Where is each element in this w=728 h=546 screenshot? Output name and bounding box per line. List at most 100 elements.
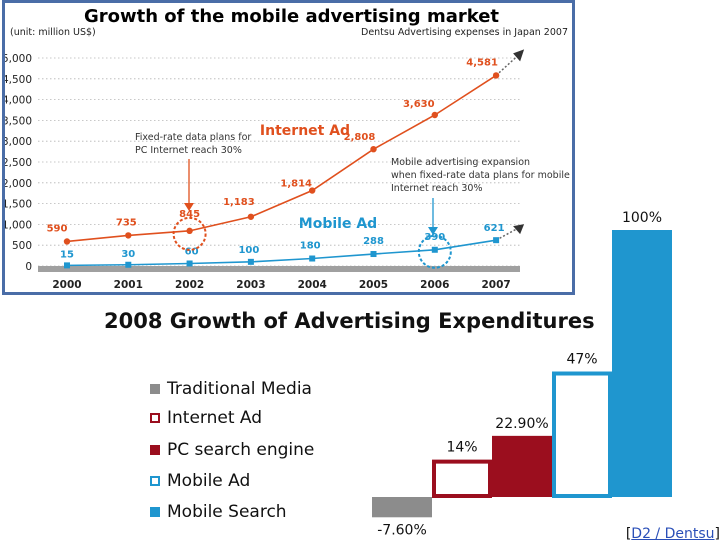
annotation-mobile-expansion: Mobile advertising expansion — [391, 157, 530, 168]
legend-label: Mobile Search — [167, 502, 287, 522]
legend-swatch — [150, 507, 160, 517]
x-tick-label: 2000 — [52, 279, 81, 291]
internet-ad-value-label: 845 — [179, 209, 200, 220]
bar-internet-ad — [432, 459, 492, 498]
internet-ad-value-label: 3,630 — [403, 99, 435, 110]
legend-swatch — [150, 384, 160, 394]
source-label: Dentsu Advertising expenses in Japan 200… — [361, 27, 568, 38]
credit-link[interactable]: D2 / Dentsu — [631, 526, 715, 542]
x-tick-label: 2001 — [114, 279, 143, 291]
x-tick-label: 2007 — [481, 279, 510, 291]
x-tick-label: 2005 — [359, 279, 388, 291]
legend-swatch — [150, 413, 160, 423]
internet-ad-point — [63, 238, 71, 245]
credit-bracket-open: [ — [625, 526, 632, 542]
internet-ad-value-label: 1,183 — [223, 197, 255, 208]
bar-chart-title: 2008 Growth of Advertising Expenditures — [104, 309, 595, 333]
internet-ad-series-name: Internet Ad — [260, 123, 350, 139]
legend-label: PC search engine — [167, 440, 315, 460]
x-tick-label: 2004 — [298, 279, 327, 291]
bar-value-label: 47% — [566, 352, 597, 368]
highlight-circle-2002 — [172, 216, 207, 251]
mobile-ad-value-label: 15 — [60, 249, 74, 260]
annotation-arrowhead — [184, 203, 194, 211]
bar-mobile-ad — [552, 371, 612, 499]
y-tick-label: 2,500 — [5, 157, 32, 169]
x-axis-band — [38, 266, 520, 272]
annotation-fixed-rate: PC Internet reach 30% — [135, 145, 242, 156]
internet-ad-value-label: 2,808 — [344, 132, 376, 143]
y-tick-label: 500 — [12, 240, 32, 252]
internet-ad-value-label: 4,581 — [466, 57, 498, 68]
internet-ad-value-label: 735 — [116, 217, 137, 228]
internet-ad-point — [370, 145, 377, 153]
mobile-ad-value-label: 390 — [424, 232, 445, 243]
x-tick-label: 2006 — [420, 279, 449, 291]
y-tick-label: 0 — [25, 261, 32, 273]
internet-ad-value-label: 1,814 — [280, 179, 312, 190]
internet-ad-point — [186, 227, 193, 235]
unit-label: (unit: million US$) — [10, 27, 96, 38]
bar-value-label: 22.90% — [495, 416, 548, 432]
mobile-ad-point — [247, 258, 254, 265]
trend-arrowhead — [513, 49, 525, 62]
y-tick-label: 5,000 — [5, 53, 32, 65]
x-tick-label: 2002 — [175, 279, 204, 291]
internet-ad-point — [431, 111, 438, 119]
legend-swatch — [150, 476, 160, 486]
y-tick-label: 1,500 — [5, 199, 32, 211]
internet-ad-value-label: 590 — [47, 223, 68, 234]
mobile-ad-value-label: 621 — [484, 223, 505, 234]
y-tick-label: 3,500 — [5, 115, 32, 127]
mobile-ad-point — [125, 261, 132, 268]
annotation-mobile-expansion: Internet reach 30% — [391, 183, 482, 194]
legend-label: Traditional Media — [167, 379, 312, 399]
y-tick-label: 4,500 — [5, 74, 32, 86]
mobile-ad-value-label: 30 — [121, 249, 135, 260]
mobile-ad-value-label: 60 — [185, 247, 199, 258]
mobile-ad-point — [370, 251, 377, 258]
legend-label: Mobile Ad — [167, 471, 251, 491]
annotation-fixed-rate: Fixed-rate data plans for — [135, 132, 251, 143]
mobile-ad-point — [309, 255, 316, 262]
line-chart-title: Growth of the mobile advertising market — [83, 6, 500, 27]
mobile-ad-point — [186, 260, 193, 267]
highlight-circle-2006 — [417, 234, 452, 269]
x-tick-label: 2003 — [236, 279, 265, 291]
legend-label: Internet Ad — [167, 408, 263, 428]
credit-bracket-close: ] — [714, 526, 720, 542]
y-tick-label: 2,000 — [5, 178, 32, 190]
internet-ad-point — [125, 232, 132, 239]
y-tick-label: 3,000 — [5, 136, 32, 148]
trend-arrowhead — [513, 224, 525, 235]
bar-value-label: 14% — [446, 440, 477, 456]
mobile-ad-point — [493, 237, 500, 244]
internet-ad-point — [309, 187, 316, 194]
annotation-arrowhead — [428, 227, 438, 235]
trend-arrow — [495, 227, 519, 241]
internet-ad-point — [247, 213, 255, 220]
mobile-ad-series-name: Mobile Ad — [299, 216, 377, 232]
line-chart-plot: 5,000 4,500 4,000 3,500 3,000 2,500 2,000 1,500… — [5, 49, 570, 291]
bar-value-label: -7.60% — [377, 522, 427, 538]
mobile-ad-value-label: 288 — [363, 236, 384, 247]
annotation-mobile-expansion: when fixed-rate data plans for mobile — [391, 170, 570, 181]
mobile-ad-line — [66, 239, 497, 267]
bar-mobile-search — [612, 230, 672, 497]
bar-value-label: 100% — [622, 210, 662, 226]
bar-pc-search-engine — [492, 435, 552, 497]
source-credit: [D2 / Dentsu] — [626, 526, 720, 542]
y-tick-label: 1,000 — [5, 219, 32, 231]
legend-swatch — [150, 445, 160, 455]
line-chart-panel: Growth of the mobile advertising market … — [2, 0, 575, 295]
internet-ad-line — [66, 74, 497, 243]
mobile-ad-value-label: 100 — [238, 245, 259, 256]
trend-arrow — [495, 54, 519, 76]
mobile-ad-point — [64, 262, 70, 269]
mobile-ad-point — [431, 246, 438, 253]
bar-traditional-media — [372, 497, 432, 518]
mobile-ad-value-label: 180 — [300, 241, 321, 252]
internet-ad-point — [492, 72, 500, 79]
y-tick-label: 4,000 — [5, 95, 32, 107]
